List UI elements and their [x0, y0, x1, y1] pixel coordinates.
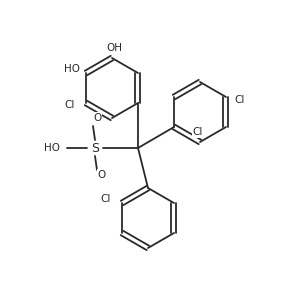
Text: OH: OH: [106, 43, 122, 53]
Text: O: O: [98, 170, 106, 180]
Text: Cl: Cl: [65, 100, 75, 110]
Text: HO: HO: [64, 64, 80, 74]
Text: S: S: [91, 142, 99, 154]
Text: Cl: Cl: [235, 95, 245, 105]
Text: Cl: Cl: [101, 194, 111, 204]
Text: HO: HO: [44, 143, 60, 153]
Text: Cl: Cl: [193, 127, 203, 137]
Text: O: O: [93, 113, 101, 123]
